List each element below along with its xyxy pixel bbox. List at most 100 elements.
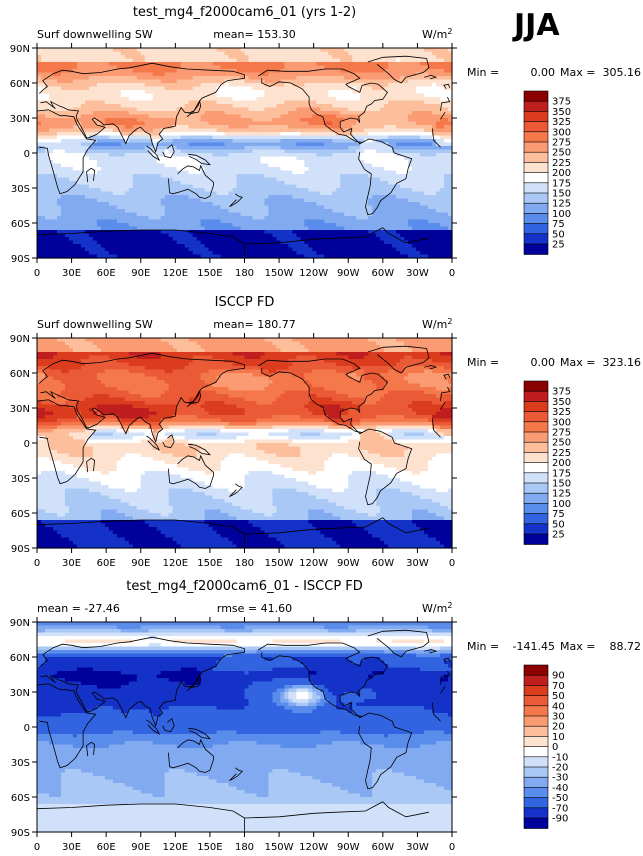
x-tick-label: 60W	[372, 842, 395, 853]
y-tick-label: 60S	[11, 219, 30, 230]
x-tick-label: 150W	[265, 842, 294, 853]
x-tick-label: 180	[235, 842, 254, 853]
colorbar-swatch	[524, 726, 548, 737]
colorbar-swatch	[524, 503, 548, 514]
x-tick-label: 90E	[131, 268, 150, 279]
stat-max-label: Max =	[560, 66, 595, 79]
colorbar-swatch	[524, 757, 548, 768]
panel-title: test_mg4_f2000cam6_01 - ISCCP FD	[126, 579, 363, 594]
x-tick-label: 90W	[337, 558, 360, 569]
colorbar-swatch	[524, 132, 548, 143]
colorbar-swatch	[524, 716, 548, 727]
x-tick-label: 0	[34, 558, 40, 569]
colorbar-swatch	[524, 665, 548, 676]
stat-max-value: 323.16	[603, 356, 642, 369]
x-tick-label: 120E	[163, 268, 188, 279]
x-tick-label: 90E	[131, 842, 150, 853]
x-tick-label: 0	[34, 268, 40, 279]
x-tick-label: 150E	[197, 842, 222, 853]
figure-canvas: test_mg4_f2000cam6_01 (yrs 1-2)Surf down…	[0, 0, 643, 856]
x-tick-label: 90W	[337, 268, 360, 279]
y-tick-label: 60S	[11, 509, 30, 520]
colorbar-swatch	[524, 534, 548, 545]
units-label: W/m2	[422, 317, 452, 332]
panel-left-label: Surf downwelling SW	[37, 318, 153, 331]
colorbar-swatch	[524, 432, 548, 443]
stat-max-value: 88.72	[610, 640, 642, 653]
colorbar-swatch	[524, 696, 548, 707]
colorbar-swatch	[524, 798, 548, 809]
x-tick-label: 90W	[337, 842, 360, 853]
y-tick-label: 0	[24, 723, 30, 734]
panel-3: test_mg4_f2000cam6_01 - ISCCP FD mean = -…	[10, 579, 641, 853]
x-tick-label: 180	[235, 558, 254, 569]
x-tick-label: 120E	[163, 842, 188, 853]
colorbar-swatch	[524, 787, 548, 798]
colorbar-swatch	[524, 808, 548, 819]
colorbar-swatch	[524, 412, 548, 423]
x-tick-label: 0	[449, 558, 455, 569]
y-tick-label: 30N	[10, 404, 30, 415]
colorbar-swatch	[524, 777, 548, 788]
y-tick-label: 60N	[10, 369, 30, 380]
colorbar-swatch	[524, 224, 548, 235]
colorbar-swatch	[524, 234, 548, 245]
colorbar-swatch	[524, 483, 548, 494]
colorbar-swatch	[524, 213, 548, 224]
colorbar-swatch	[524, 685, 548, 696]
y-tick-label: 30S	[11, 474, 30, 485]
stat-min-value: 0.00	[531, 66, 556, 79]
y-tick-label: 0	[24, 149, 30, 160]
colorbar-swatch	[524, 818, 548, 829]
stat-min-label: Min =	[467, 640, 499, 653]
x-tick-label: 120E	[163, 558, 188, 569]
units-label: W/m2	[422, 601, 452, 616]
x-tick-label: 180	[235, 268, 254, 279]
colorbar-swatch	[524, 101, 548, 112]
stat-max-label: Max =	[560, 356, 595, 369]
colorbar-swatch	[524, 391, 548, 402]
y-tick-label: 90S	[11, 828, 30, 839]
colorbar-swatch	[524, 675, 548, 686]
panel-left-label: mean = -27.46	[37, 602, 120, 615]
y-tick-label: 30S	[11, 758, 30, 769]
colorbar-label: 25	[552, 530, 565, 541]
y-tick-label: 60N	[10, 79, 30, 90]
stat-min-label: Min =	[467, 66, 499, 79]
colorbar-swatch	[524, 244, 548, 255]
colorbar-swatch	[524, 401, 548, 412]
colorbar-swatch	[524, 183, 548, 194]
colorbar-label: 25	[552, 240, 565, 251]
panel-1: test_mg4_f2000cam6_01 (yrs 1-2)Surf down…	[10, 5, 641, 279]
colorbar-swatch	[524, 152, 548, 163]
x-tick-label: 0	[449, 842, 455, 853]
colorbar-swatch	[524, 452, 548, 463]
colorbar: 3753503253002752502252001751501251007550…	[524, 91, 571, 255]
x-tick-label: 60W	[372, 268, 395, 279]
y-tick-label: 90N	[10, 44, 30, 55]
y-tick-label: 30N	[10, 688, 30, 699]
colorbar-swatch	[524, 736, 548, 747]
colorbar: 3753503253002752502252001751501251007550…	[524, 381, 571, 545]
y-tick-label: 90N	[10, 618, 30, 629]
x-tick-label: 60E	[97, 558, 116, 569]
stat-max-value: 305.16	[603, 66, 642, 79]
colorbar-swatch	[524, 91, 548, 102]
x-tick-label: 150E	[197, 558, 222, 569]
colorbar-swatch	[524, 173, 548, 184]
x-tick-label: 30W	[406, 268, 429, 279]
colorbar-swatch	[524, 422, 548, 433]
panel-center-label: mean= 180.77	[213, 318, 295, 331]
x-tick-label: 60E	[97, 842, 116, 853]
colorbar-swatch	[524, 381, 548, 392]
units-label: W/m2	[422, 27, 452, 42]
x-tick-label: 30E	[62, 558, 81, 569]
colorbar-swatch	[524, 203, 548, 214]
colorbar-swatch	[524, 463, 548, 474]
colorbar-swatch	[524, 473, 548, 484]
colorbar-swatch	[524, 493, 548, 504]
colorbar-swatch	[524, 162, 548, 173]
y-tick-label: 90N	[10, 334, 30, 345]
